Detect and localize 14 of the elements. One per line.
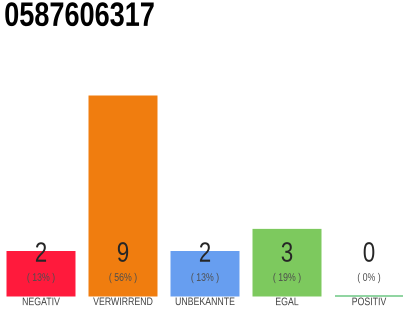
annotation: ( 13% ) (27, 272, 55, 284)
x-tick-label: EGAL (276, 298, 298, 306)
x-tick-label: UNBEKANNTE (176, 298, 235, 306)
annotation: ( 56% ) (109, 272, 137, 284)
annotation: ( 0% ) (358, 272, 380, 284)
chart-title: 0587606317 (5, 2, 154, 26)
x-tick-label: POSITIV (352, 298, 386, 306)
x-tick-label: NEGATIV (22, 298, 60, 306)
data-label: 0 (364, 242, 374, 262)
data-label: 9 (118, 242, 128, 262)
x-tick-label: VERWIRREND (93, 298, 152, 306)
annotation: ( 13% ) (191, 272, 219, 284)
annotation: ( 19% ) (273, 272, 301, 284)
data-label: 3 (282, 242, 292, 262)
